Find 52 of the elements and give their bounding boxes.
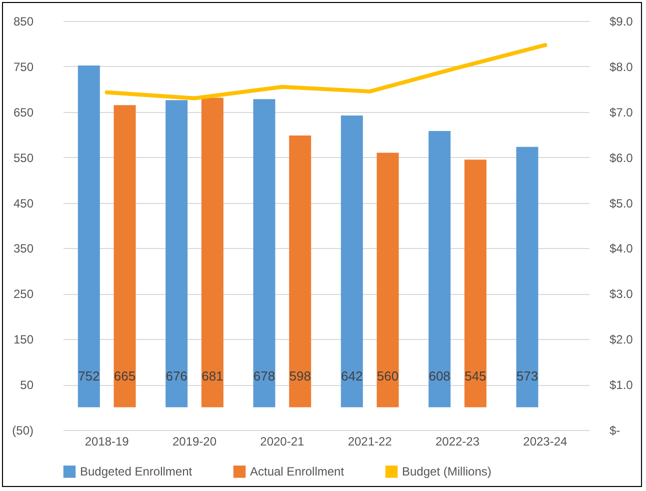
y2-tick-label: $4.0 xyxy=(610,242,634,256)
data-label: 676 xyxy=(166,368,188,384)
bar xyxy=(201,98,224,408)
y2-tick-label: $9.0 xyxy=(610,14,634,28)
bar xyxy=(516,146,538,408)
x-tick-label: 2020-21 xyxy=(260,434,305,448)
bar xyxy=(428,130,451,408)
data-label: 560 xyxy=(376,368,399,384)
legend-label: Actual Enrollment xyxy=(250,464,345,479)
y2-tick-label: $6.0 xyxy=(610,150,634,165)
y2-tick-label: $7.0 xyxy=(610,105,634,120)
x-tick-label: 2021-22 xyxy=(348,434,392,448)
data-label: 545 xyxy=(464,368,486,384)
bar xyxy=(289,136,312,408)
x-tick-label: 2023-24 xyxy=(523,434,568,448)
data-label: 642 xyxy=(341,368,363,384)
legend-label: Budgeted Enrollment xyxy=(80,464,193,479)
y-tick-label: 850 xyxy=(13,14,34,28)
y-tick-label: 550 xyxy=(13,150,34,165)
bar xyxy=(376,152,399,408)
line-series xyxy=(104,43,548,100)
bar xyxy=(114,105,136,408)
y-tick-label: 50 xyxy=(20,378,34,392)
y-tick-label: 750 xyxy=(13,60,34,74)
data-label: 598 xyxy=(289,368,311,384)
y-tick-label: 350 xyxy=(13,242,34,256)
y-tick-label: 650 xyxy=(13,105,34,120)
bar xyxy=(464,160,486,408)
y2-tick-label: $3.0 xyxy=(610,287,634,302)
legend-label: Budget (Millions) xyxy=(402,464,492,479)
data-label: 573 xyxy=(516,368,538,384)
y2-tick-label: $1.0 xyxy=(610,378,634,392)
data-label: 681 xyxy=(202,368,224,384)
bar xyxy=(78,66,100,408)
bar xyxy=(340,116,363,408)
bar xyxy=(253,99,276,408)
y-tick-label: 150 xyxy=(13,332,34,347)
bar xyxy=(166,100,188,408)
x-tick-label: 2022-23 xyxy=(435,434,480,448)
y2-tick-label: $8.0 xyxy=(610,60,634,74)
y2-tick-label: $- xyxy=(610,424,620,438)
y-tick-label: 250 xyxy=(13,287,34,302)
data-label: 752 xyxy=(78,368,100,384)
x-tick-label: 2018-19 xyxy=(84,434,130,448)
y2-tick-label: $5.0 xyxy=(610,196,634,210)
y-tick-label: (50) xyxy=(12,424,34,438)
data-label: 678 xyxy=(253,368,276,384)
y2-tick-label: $2.0 xyxy=(610,332,634,347)
data-label: 665 xyxy=(114,368,136,384)
data-label: 608 xyxy=(428,368,450,384)
y-tick-label: 450 xyxy=(13,196,34,210)
x-tick-label: 2019-20 xyxy=(172,434,217,448)
